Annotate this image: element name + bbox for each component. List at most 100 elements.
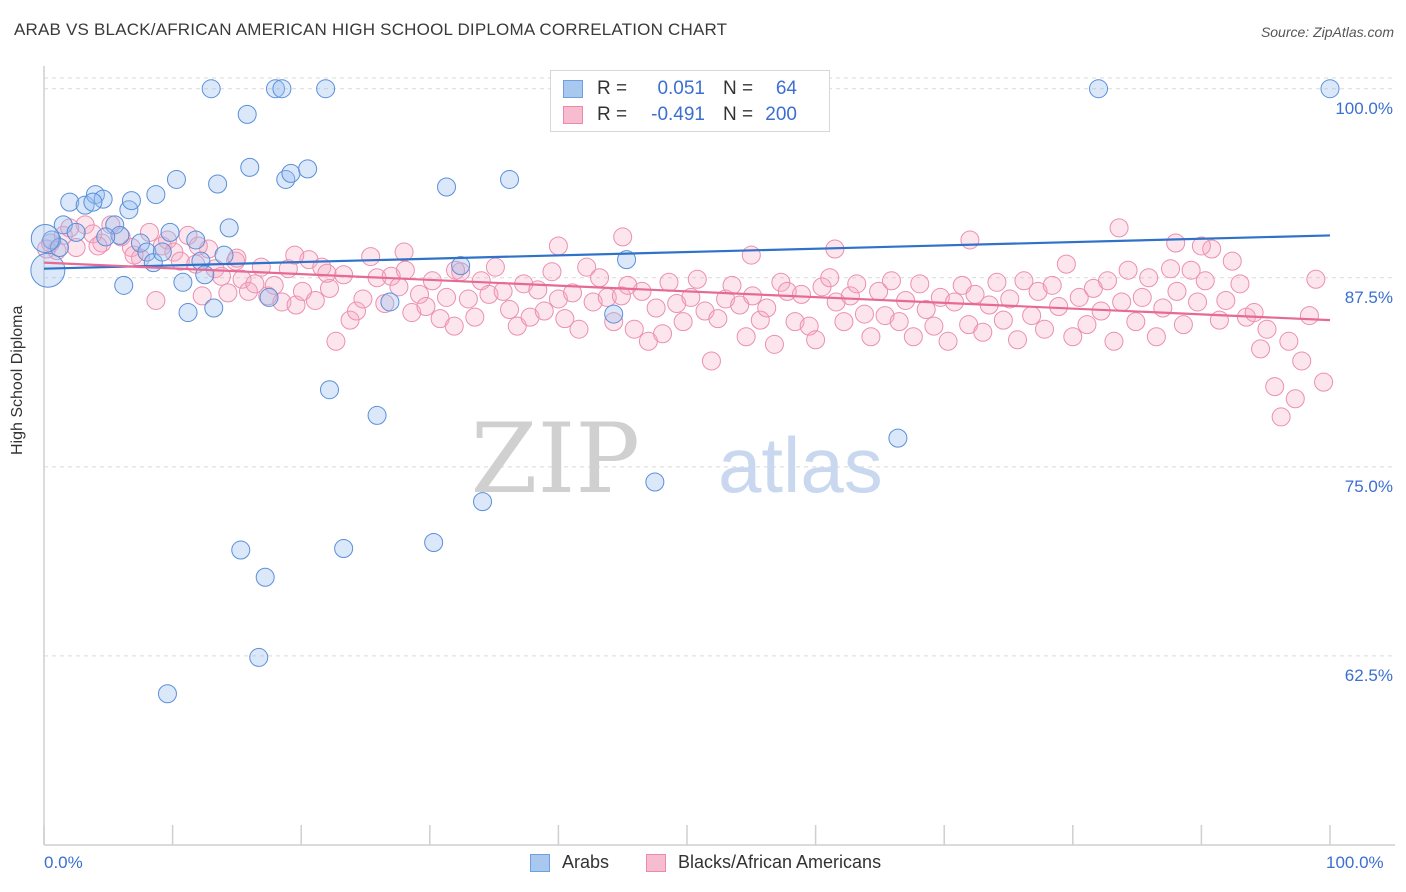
black-point <box>875 306 895 326</box>
black-point <box>92 233 112 253</box>
legend-swatch-blacks <box>563 106 583 124</box>
black-point <box>1191 236 1211 256</box>
trend-lines <box>43 234 1331 322</box>
arab-trend-line <box>43 234 1331 270</box>
black-point <box>479 284 499 304</box>
watermark-zip: ZIP <box>471 403 640 515</box>
black-point <box>1173 315 1193 335</box>
black-point <box>687 269 707 289</box>
legend-row-arabs: R = 0.051 N = 64 <box>563 77 797 101</box>
arab-point <box>160 222 180 242</box>
legend-item-arabs[interactable]: Arabs <box>530 852 609 873</box>
black-point <box>1008 330 1028 350</box>
black-point <box>1195 271 1215 291</box>
black-point <box>563 283 583 303</box>
arab-point <box>201 79 221 99</box>
arab-point <box>178 303 198 323</box>
y-axis-label: High School Diploma <box>9 305 26 455</box>
black-point <box>410 284 430 304</box>
arab-point <box>137 242 157 262</box>
arab-point <box>30 252 66 288</box>
arab-point <box>298 159 318 179</box>
arab-point <box>265 79 285 99</box>
black-point <box>1251 339 1271 359</box>
black-point <box>232 269 252 289</box>
black-point <box>673 312 693 332</box>
legend-row-blacks: R = -0.491 N = 200 <box>563 103 797 127</box>
black-point <box>960 230 980 250</box>
y-tick-label: 62.5% <box>1344 665 1393 685</box>
source-label: Source: ZipAtlas.com <box>1260 24 1394 40</box>
black-point <box>111 227 131 247</box>
black-point <box>346 301 366 321</box>
legend-swatch-arabs <box>530 853 550 872</box>
arab-point <box>367 405 387 425</box>
black-point <box>394 242 414 262</box>
black-point <box>238 281 258 301</box>
black-point <box>764 334 784 354</box>
arab-point <box>152 242 172 262</box>
black-point <box>1265 377 1285 397</box>
correlation-legend: R = 0.051 N = 64 R = -0.491 N = 200 <box>550 70 830 132</box>
black-point <box>743 286 763 306</box>
black-point <box>1161 259 1181 279</box>
black-point <box>973 322 993 342</box>
black-point <box>820 268 840 288</box>
arab-point <box>75 195 95 215</box>
arab-point <box>186 230 206 250</box>
x-tick-label-max: 100.0% <box>1326 853 1384 872</box>
arab-point <box>66 222 86 242</box>
arab-point <box>259 287 279 307</box>
arab-point <box>240 157 260 177</box>
arab-point <box>604 304 624 324</box>
black-point <box>1306 269 1326 289</box>
black-point <box>395 260 415 280</box>
black-point <box>881 271 901 291</box>
arab-point <box>1089 79 1109 99</box>
black-point <box>952 275 972 295</box>
black-point <box>861 327 881 347</box>
black-point <box>1222 251 1242 271</box>
black-point <box>1112 292 1132 312</box>
legend-swatch-arabs <box>563 80 583 98</box>
black-point <box>847 274 867 294</box>
black-point <box>1181 260 1201 280</box>
black-point <box>555 309 575 329</box>
arab-point <box>319 380 339 400</box>
legend-item-blacks[interactable]: Blacks/African Americans <box>646 852 881 873</box>
x-tick-label-min: 0.0% <box>44 853 83 872</box>
black-point <box>465 307 485 327</box>
watermark: ZIP atlas <box>471 403 883 515</box>
black-point <box>1292 351 1312 371</box>
black-point <box>993 310 1013 330</box>
black-point <box>604 312 624 332</box>
black-point <box>285 245 305 265</box>
black-point <box>1299 306 1319 326</box>
black-point <box>577 257 597 277</box>
black-point <box>590 268 610 288</box>
black-point <box>889 312 909 332</box>
arab-point <box>281 163 301 183</box>
chart-title: ARAB VS BLACK/AFRICAN AMERICAN HIGH SCHO… <box>14 20 728 39</box>
black-point <box>659 272 679 292</box>
black-point <box>1314 372 1334 392</box>
arab-point <box>249 647 269 667</box>
black-point <box>653 324 673 344</box>
arab-point <box>617 250 637 270</box>
black-point <box>785 312 805 332</box>
y-tick-label: 100.0% <box>1335 98 1393 118</box>
arab-point <box>316 79 336 99</box>
arab-point <box>30 223 60 253</box>
black-point <box>854 304 874 324</box>
black-point <box>317 263 337 283</box>
black-point <box>624 319 644 339</box>
legend-label-arabs: Arabs <box>562 852 610 872</box>
black-point <box>124 245 144 265</box>
black-point <box>264 275 284 295</box>
black-point <box>500 300 520 320</box>
black-point <box>444 316 464 336</box>
black-point <box>924 316 944 336</box>
legend-r-label: R = <box>597 78 628 99</box>
black-point <box>507 316 527 336</box>
